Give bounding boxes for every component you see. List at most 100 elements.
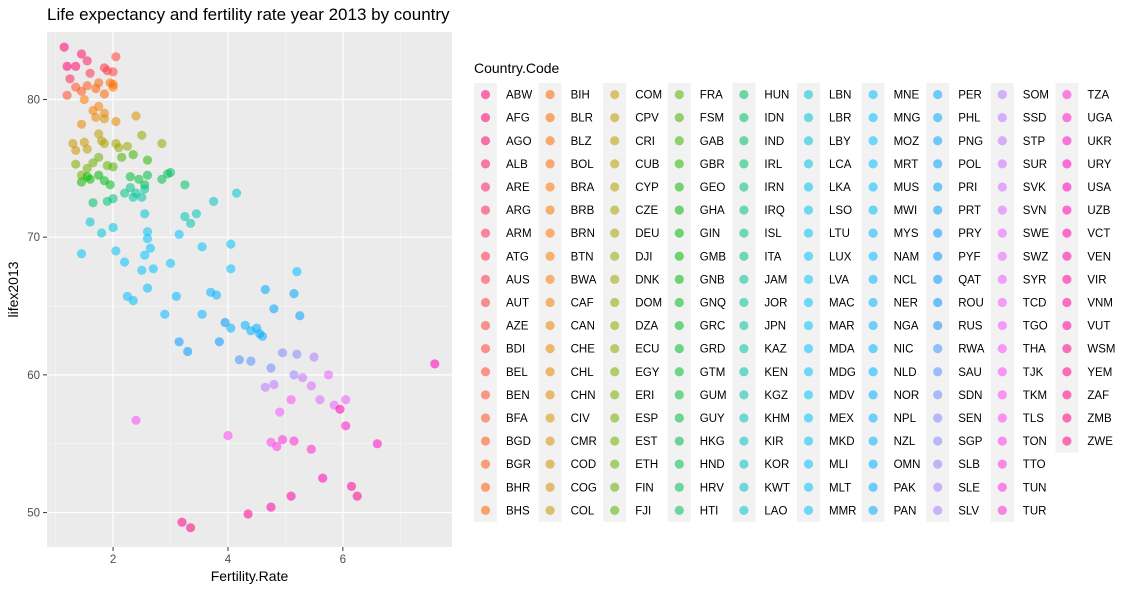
legend-label: GIN (700, 228, 720, 240)
legend-key-dot (739, 390, 749, 400)
legend-label: ALB (506, 159, 528, 171)
legend-label: NCL (894, 274, 918, 286)
legend-label: THA (1023, 344, 1046, 356)
data-point (186, 523, 196, 533)
data-point (85, 217, 95, 227)
data-point (211, 290, 222, 300)
legend-key-dot (610, 367, 620, 377)
data-point (243, 509, 253, 519)
legend-label: VUT (1087, 321, 1110, 333)
legend-label: GTM (700, 367, 726, 379)
legend-key-dot (674, 436, 684, 446)
legend-label: AUS (506, 274, 530, 286)
legend-key-dot (674, 228, 684, 238)
legend-label: TUR (1023, 505, 1047, 517)
legend-label: HTI (700, 505, 719, 517)
legend-label: IND (764, 136, 784, 148)
legend-key-dot (868, 251, 878, 261)
data-point (246, 356, 256, 366)
y-tick-label: 80 (27, 94, 40, 106)
data-point (131, 415, 141, 425)
legend-key-dot (803, 505, 814, 515)
legend-label: ECU (635, 344, 659, 356)
legend-label: LAO (764, 505, 787, 517)
legend-key-dot (545, 251, 555, 261)
legend-label: IRL (764, 159, 783, 171)
legend-key-dot (803, 136, 814, 146)
data-point (120, 257, 130, 267)
legend-key-dot (933, 136, 943, 146)
legend-label: NIC (894, 344, 914, 356)
legend-label: SVK (1023, 182, 1046, 194)
data-point (289, 436, 299, 446)
legend-label: URY (1087, 159, 1111, 171)
legend-key-dot (610, 297, 620, 308)
legend-key-dot (545, 89, 555, 100)
data-point (165, 258, 176, 268)
legend-key-dot (674, 205, 684, 215)
legend-label: MLI (829, 459, 848, 471)
legend-key-dot (545, 367, 555, 377)
legend-key-dot (997, 136, 1007, 146)
data-point (99, 138, 109, 149)
legend-label: MWI (894, 205, 918, 217)
legend-label: COL (571, 505, 595, 517)
data-point (79, 94, 89, 105)
legend-label: MOZ (894, 136, 920, 148)
legend-key-dot (480, 113, 491, 123)
legend-label: YEM (1087, 367, 1112, 379)
legend-label: LBY (829, 136, 851, 148)
legend-label: CPV (635, 113, 659, 125)
x-tick-label: 4 (225, 554, 232, 566)
data-point (186, 218, 196, 228)
data-point (85, 174, 95, 184)
legend-label: AFG (506, 113, 530, 125)
data-point (94, 78, 104, 88)
legend-key-dot (1062, 251, 1072, 261)
legend-key-dot (610, 413, 620, 423)
y-tick-label: 60 (27, 370, 40, 382)
legend-key-dot (480, 436, 491, 446)
legend-label: ABW (506, 90, 532, 102)
data-point (286, 491, 296, 501)
legend-key-dot (545, 297, 555, 308)
legend-label: PAK (894, 482, 916, 494)
legend-label: HKG (700, 436, 725, 448)
legend-key-dot (739, 505, 749, 515)
legend-key-dot (674, 367, 684, 377)
data-point (223, 430, 233, 441)
legend-key-dot (868, 274, 878, 284)
legend-key-dot (933, 159, 943, 169)
legend-label: MAR (829, 321, 855, 333)
legend-key-dot (545, 436, 555, 446)
legend-key-dot (803, 459, 814, 469)
legend-label: TTO (1023, 459, 1046, 471)
legend-key-dot (868, 344, 878, 354)
data-point (277, 435, 288, 445)
data-point (111, 52, 121, 62)
legend-key-dot (545, 482, 555, 492)
legend-label: MLT (829, 482, 851, 494)
legend-label: MDV (829, 390, 855, 402)
data-point (76, 49, 87, 59)
legend-label: ATG (506, 251, 529, 263)
data-point (174, 229, 184, 239)
legend-key-dot (933, 205, 943, 215)
data-point (197, 242, 207, 252)
legend-label: FJI (635, 505, 651, 517)
legend-label: LBR (829, 113, 851, 125)
legend-label: KHM (764, 413, 790, 425)
legend-key-dot (997, 159, 1007, 169)
legend-label: VNM (1087, 297, 1113, 309)
data-point (88, 158, 98, 168)
legend-label: SLB (958, 459, 980, 471)
data-point (295, 311, 305, 321)
legend-key-dot (610, 482, 620, 492)
legend-label: TJK (1023, 367, 1044, 379)
legend-label: IRQ (764, 205, 785, 217)
legend-label: LUX (829, 251, 852, 263)
legend-label: CHN (571, 390, 596, 402)
legend-key-dot (997, 89, 1007, 100)
legend-key-dot (545, 182, 555, 192)
legend-key-dot (803, 367, 814, 377)
